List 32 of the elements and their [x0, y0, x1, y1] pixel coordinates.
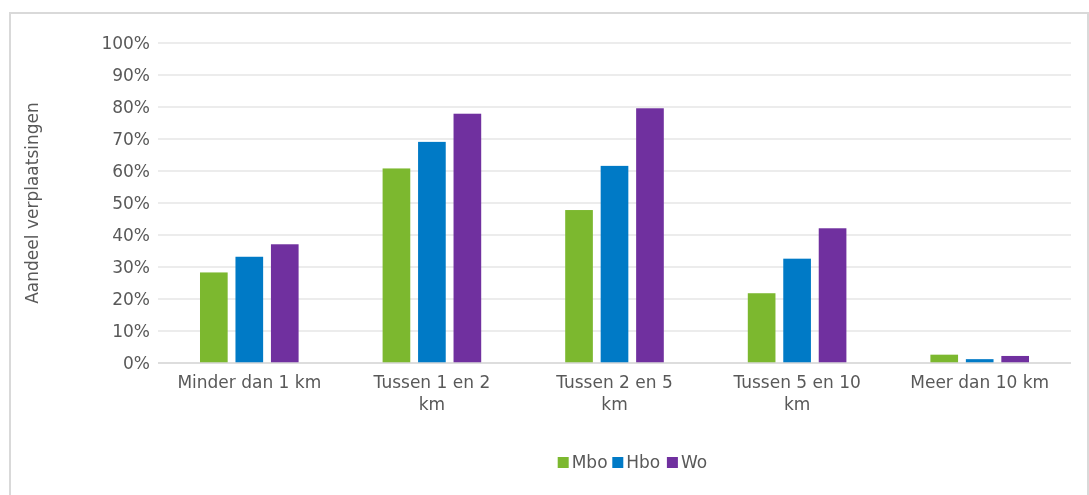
y-tick-label: 80% [112, 96, 150, 117]
bar [636, 108, 664, 363]
x-tick-label: Tussen 5 en 10 km [732, 372, 861, 414]
x-tick-label: Minder dan 1 km [177, 372, 322, 392]
legend-label: Wo [680, 452, 708, 472]
y-tick-label: 50% [112, 192, 150, 213]
y-tick-label: 90% [112, 64, 150, 85]
bar [270, 244, 299, 363]
y-axis-title: Aandeel verplaatsingen [22, 102, 42, 304]
bar [418, 141, 446, 363]
x-tick-label: Tussen 1 en 2 km [372, 372, 491, 414]
y-tick-label: 60% [112, 160, 150, 181]
bar [382, 168, 411, 363]
y-tick-label: 0% [123, 352, 150, 373]
bar [600, 165, 629, 363]
x-tick-label: Meer dan 10 km [910, 372, 1050, 392]
bar [453, 113, 482, 363]
x-tick-label: Tussen 2 en 5 km [555, 372, 673, 414]
bar [747, 293, 776, 363]
y-tick-label: 30% [112, 256, 150, 277]
bar [783, 258, 811, 363]
y-tick-label: 70% [112, 128, 150, 149]
y-tick-label: 10% [112, 320, 150, 341]
legend-label: Mbo [571, 452, 608, 472]
bar [235, 256, 264, 363]
y-tick-label: 20% [112, 288, 150, 309]
y-tick-label: 40% [112, 224, 150, 245]
bar [200, 272, 228, 363]
y-tick-label: 100% [101, 32, 150, 53]
bar [565, 210, 593, 363]
bar [818, 228, 847, 363]
legend-label: Hbo [626, 452, 661, 472]
